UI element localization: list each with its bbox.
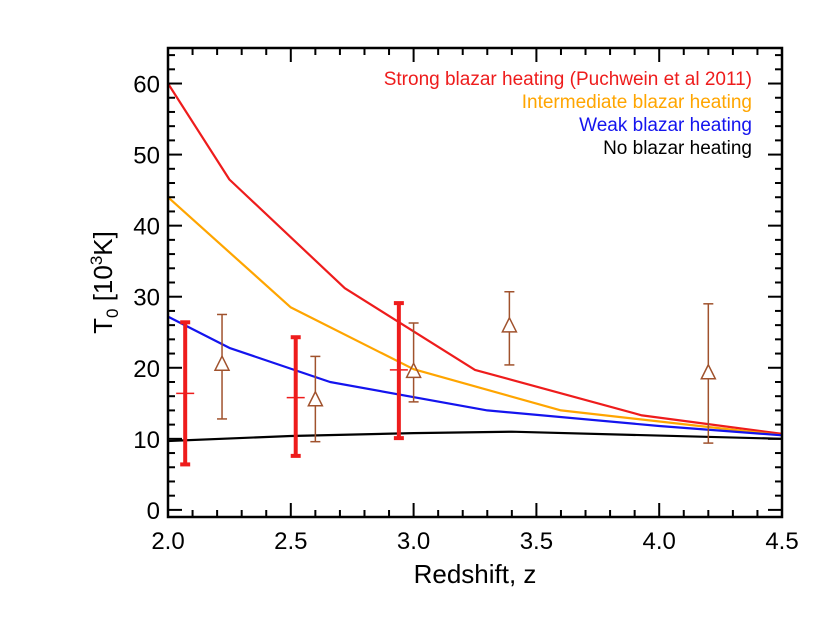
x-tick-label: 3.5 [520, 528, 553, 555]
legend: Strong blazar heating (Puchwein et al 20… [384, 69, 752, 159]
series-line-3 [167, 315, 783, 437]
y-tick-label: 50 [133, 143, 160, 170]
legend-entry-2: Intermediate blazar heating [522, 92, 752, 113]
brown-triangle-marker [307, 390, 324, 407]
y-axis-title-base: T [88, 318, 118, 334]
y-axis-title-subscript: 0 [103, 309, 122, 318]
y-axis-title-bracket: [10 [88, 265, 118, 308]
series-line-4 [167, 430, 783, 443]
y-axis-title-unit: K] [88, 231, 118, 256]
y-tick-label: 40 [133, 214, 160, 241]
series-line-2 [167, 196, 783, 437]
brown-triangle-marker [405, 361, 422, 379]
axis-ticks: 2.0 2.5 3.0 3.5 4.0 4.5 0 10 20 30 40 50 60 [133, 48, 799, 555]
plot-area [167, 82, 783, 467]
x-axis-title: Redshift, z [414, 559, 537, 589]
y-tick-label: 30 [133, 285, 160, 312]
legend-entry-1: Strong blazar heating (Puchwein et al 20… [384, 69, 752, 90]
x-tick-label: 2.0 [151, 528, 184, 555]
y-axis-title: T0 [103K] [87, 231, 122, 334]
y-axis-title-superscript: 3 [87, 256, 106, 265]
y-tick-label: 60 [133, 72, 160, 99]
x-tick-label: 4.5 [765, 528, 798, 555]
x-tick-label: 2.5 [274, 528, 307, 555]
x-tick-label: 3.0 [397, 528, 430, 555]
legend-entry-4: No blazar heating [603, 138, 752, 159]
x-tick-label: 4.0 [643, 528, 676, 555]
y-tick-label: 20 [133, 356, 160, 383]
legend-entry-3: Weak blazar heating [579, 115, 752, 136]
brown-triangle-marker [501, 316, 518, 333]
y-tick-label: 0 [147, 498, 160, 525]
series-line-1 [167, 82, 783, 435]
brown-triangle-marker [700, 363, 717, 380]
brown-triangle-marker [213, 354, 231, 371]
y-tick-label: 10 [133, 427, 160, 454]
